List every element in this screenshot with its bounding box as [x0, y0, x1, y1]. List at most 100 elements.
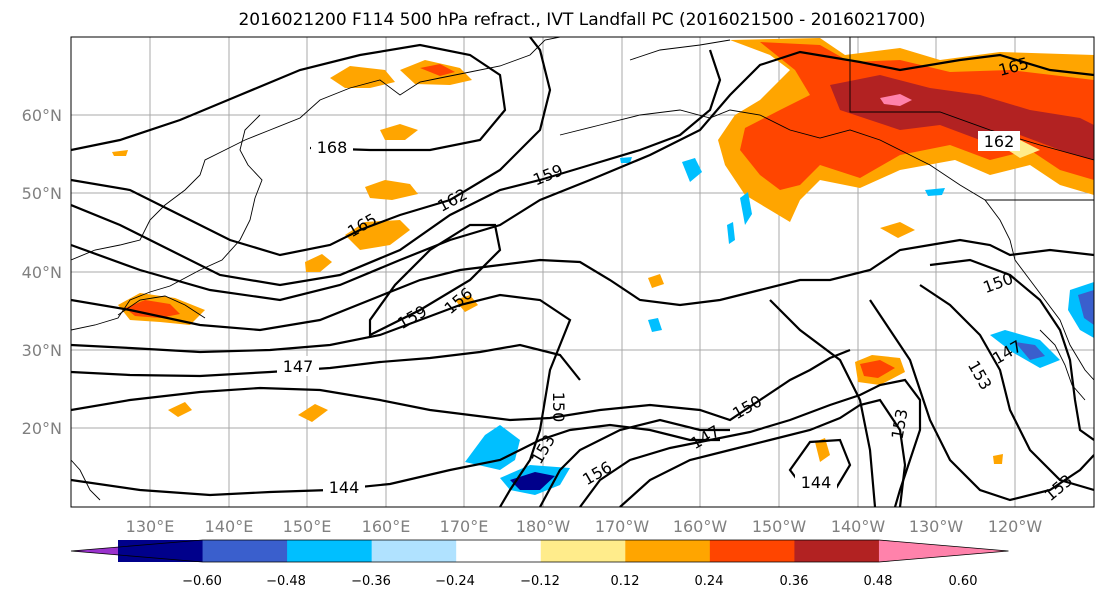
- contour-147-south: [619, 398, 907, 507]
- kamchatka-core: [420, 64, 455, 76]
- scatter-positive-3: [880, 222, 915, 238]
- lat-tick-label: 30°N: [22, 341, 62, 360]
- figure-title: 2016021200 F114 500 hPa refract., IVT La…: [238, 10, 925, 30]
- colorbar-tick-labels: −0.60 −0.48 −0.36 −0.24 −0.12 0.12 0.24 …: [182, 574, 977, 589]
- lon-tick-label: 160°W: [673, 517, 728, 536]
- lon-tick-label: 150°W: [752, 517, 807, 536]
- contour-147: [71, 343, 581, 381]
- contour-label: 162: [984, 132, 1015, 151]
- map-frame: [70, 36, 1095, 508]
- coastlines: [71, 37, 1094, 501]
- lon-tick-label: 140°E: [205, 517, 254, 536]
- colorbar-segment: [709, 540, 795, 562]
- alaska-north-coast: [629, 39, 731, 61]
- baja-coast: [1039, 329, 1086, 401]
- colorbar-tick-label: 0.60: [949, 574, 978, 589]
- contour-159-inner: [368, 223, 502, 337]
- contour-label: 147: [283, 357, 314, 376]
- colorbar-extend-max-arrow: [878, 540, 1009, 562]
- contour-153-southeast: [869, 299, 1094, 502]
- colorbar-tick-label: −0.36: [351, 574, 391, 589]
- contour-150-mid: [769, 299, 877, 507]
- colorbar-tick-label: −0.12: [520, 574, 560, 589]
- california-negative-core: [1078, 290, 1094, 325]
- colorbar-tick-label: 0.12: [611, 574, 640, 589]
- contour-168: [71, 43, 507, 152]
- contour-144: [71, 423, 720, 497]
- scatter-negative-1: [682, 158, 702, 182]
- lon-tick-label: 130°E: [126, 517, 175, 536]
- lon-tick-label: 170°W: [595, 517, 650, 536]
- lon-tick-label: 180°W: [516, 517, 571, 536]
- scatter-negative-3: [727, 222, 735, 244]
- contour-156: [71, 238, 1094, 332]
- lon-tick-label: 170°E: [440, 517, 489, 536]
- colorbar-outline: [70, 539, 1009, 563]
- japan-east-positive: [305, 254, 332, 272]
- contour-159: [71, 50, 1094, 302]
- contour-165: [71, 37, 552, 257]
- lon-tick-label: 160°E: [362, 517, 411, 536]
- colorbar-segments: [70, 539, 1009, 563]
- longitude-ticks: 130°E 140°E 150°E 160°E 170°E 180°W 170°…: [126, 517, 1043, 536]
- scatter-positive-4: [648, 274, 664, 288]
- philippines-coast: [71, 459, 101, 501]
- lat-tick-label: 20°N: [22, 419, 62, 438]
- colorbar-segment: [625, 540, 711, 562]
- lon-tick-label: 150°E: [283, 517, 332, 536]
- colorbar-segment: [540, 540, 626, 562]
- contour-153-east: [919, 284, 1094, 492]
- colorbar-segment: [794, 540, 880, 562]
- okhotsk-positive: [380, 124, 418, 140]
- lat-tick-label: 40°N: [22, 263, 62, 282]
- contour-162: [71, 49, 722, 287]
- contour-label: 168: [317, 138, 348, 157]
- colorbar-tick-label: −0.48: [266, 574, 306, 589]
- contour-156-south: [579, 378, 922, 507]
- lon-tick-label: 120°W: [988, 517, 1043, 536]
- colorbar-segment: [202, 540, 288, 562]
- colorbar-segment: [456, 540, 542, 562]
- lat-tick-label: 60°N: [22, 106, 62, 125]
- scatter-negative-5: [925, 188, 945, 196]
- colorbar-tick-label: −0.24: [435, 574, 475, 589]
- subtropical-core: [860, 360, 895, 378]
- scatter-positive-1: [168, 402, 192, 417]
- kuril-positive: [365, 180, 418, 200]
- colorbar-tick-label: 0.24: [695, 574, 724, 589]
- baja-negative-core: [1015, 342, 1045, 360]
- colorbar-tick-label: −0.60: [182, 574, 222, 589]
- colorbar-segment: [287, 540, 373, 562]
- negative-shading: [465, 157, 1094, 495]
- lon-tick-label: 130°W: [909, 517, 964, 536]
- scatter-positive-6: [112, 150, 128, 156]
- contour-150-east: [929, 258, 1094, 441]
- asia-coast: [71, 37, 561, 261]
- contour-label-bg: [795, 472, 837, 492]
- contour-label: 150: [549, 392, 568, 423]
- sakhalin-coast: [239, 114, 263, 199]
- contour-label: 144: [801, 473, 832, 492]
- height-contours: [71, 37, 1094, 507]
- korea-japan-coast: [71, 197, 256, 331]
- kamchatka-positive-1: [330, 66, 395, 88]
- contour-label-bg: [323, 477, 365, 497]
- colorbar: −0.60 −0.48 −0.36 −0.24 −0.12 0.12 0.24 …: [70, 539, 1009, 589]
- canada-border: [849, 37, 1094, 161]
- scatter-positive-5: [815, 438, 830, 462]
- contour-label: 144: [329, 478, 360, 497]
- positive-shading: [112, 38, 1094, 464]
- scatter-negative-2: [740, 192, 752, 225]
- colorbar-segment: [371, 540, 457, 562]
- japan-core: [125, 300, 180, 318]
- contour-label-bg: [978, 131, 1020, 151]
- scatter-positive-2: [298, 404, 328, 422]
- alaska-peak-region: [880, 94, 912, 106]
- map-panel: 168 165 162 159 159 156 147 150 153 156 …: [22, 36, 1095, 536]
- central-pacific-negative: [465, 425, 520, 470]
- contour-150-south: [71, 348, 851, 422]
- dateline-negative-core: [510, 472, 555, 490]
- lat-tick-label: 50°N: [22, 184, 62, 203]
- scatter-negative-6: [620, 157, 632, 163]
